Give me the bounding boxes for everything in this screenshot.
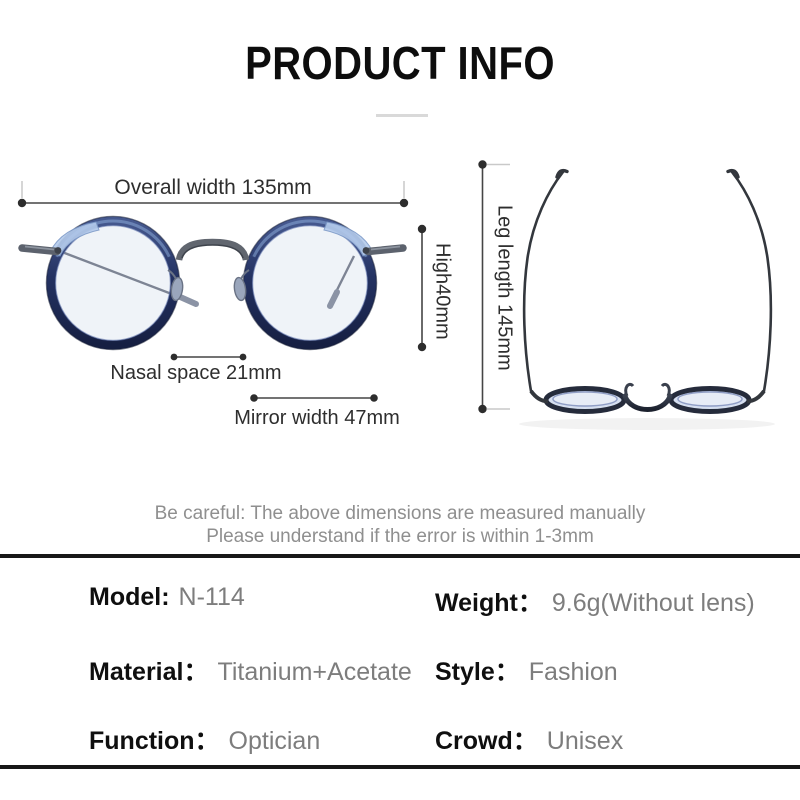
dimension-line-mirror-width: [250, 394, 378, 402]
spec-model-value: N-114: [178, 583, 245, 611]
temple-tips: [18, 244, 407, 256]
glasses-top-view: [519, 168, 775, 430]
overall-width-label: Overall width 135mm: [114, 176, 312, 199]
measurement-disclaimer: Be careful: The above dimensions are mea…: [0, 502, 800, 548]
spec-function: Function： Optician: [89, 721, 320, 757]
spec-material-label: Material：: [89, 658, 209, 686]
spec-function-label: Function：: [89, 727, 220, 755]
spec-material: Material： Titanium+Acetate: [89, 652, 412, 688]
spec-divider-top: [0, 554, 800, 558]
spec-style-value: Fashion: [528, 658, 618, 686]
spec-divider-bottom: [0, 765, 800, 769]
glasses-front-view: [18, 215, 407, 351]
leg-length-label: Leg length 145mm: [493, 205, 516, 371]
nose-pads: [167, 269, 250, 302]
spec-model: Model: N-114: [89, 583, 245, 612]
dimension-line-overall-width: [17, 181, 409, 208]
nasal-space-label: Nasal space 21mm: [110, 362, 282, 384]
title-divider: [376, 114, 428, 117]
bridge: [175, 238, 250, 261]
folded-temple-wires: [61, 250, 356, 309]
lens-height-label: High40mm: [431, 242, 454, 340]
spec-style-label: Style：: [435, 658, 520, 686]
dimension-line-nasal-space: [170, 353, 247, 361]
page-title: PRODUCT INFO: [245, 37, 555, 89]
spec-model-label: Model:: [89, 583, 170, 611]
dimension-line-leg-length: [478, 160, 510, 414]
spec-weight-label: Weight：: [435, 589, 543, 617]
mirror-width-label: Mirror width 47mm: [234, 407, 400, 429]
dimension-line-lens-height: [417, 224, 427, 352]
spec-crowd: Crowd： Unisex: [435, 721, 623, 757]
spec-material-value: Titanium+Acetate: [217, 658, 412, 686]
spec-weight: Weight： 9.6g(Without lens): [435, 583, 755, 619]
spec-crowd-label: Crowd：: [435, 727, 538, 755]
disclaimer-line-1: Be careful: The above dimensions are mea…: [154, 503, 646, 524]
spec-weight-value: 9.6g(Without lens): [551, 589, 755, 617]
spec-crowd-value: Unisex: [546, 727, 624, 755]
acetate-wings: [49, 221, 374, 257]
spec-style: Style： Fashion: [435, 652, 618, 688]
disclaimer-line-2: Please understand if the error is within…: [206, 526, 594, 547]
spec-function-value: Optician: [228, 727, 321, 755]
